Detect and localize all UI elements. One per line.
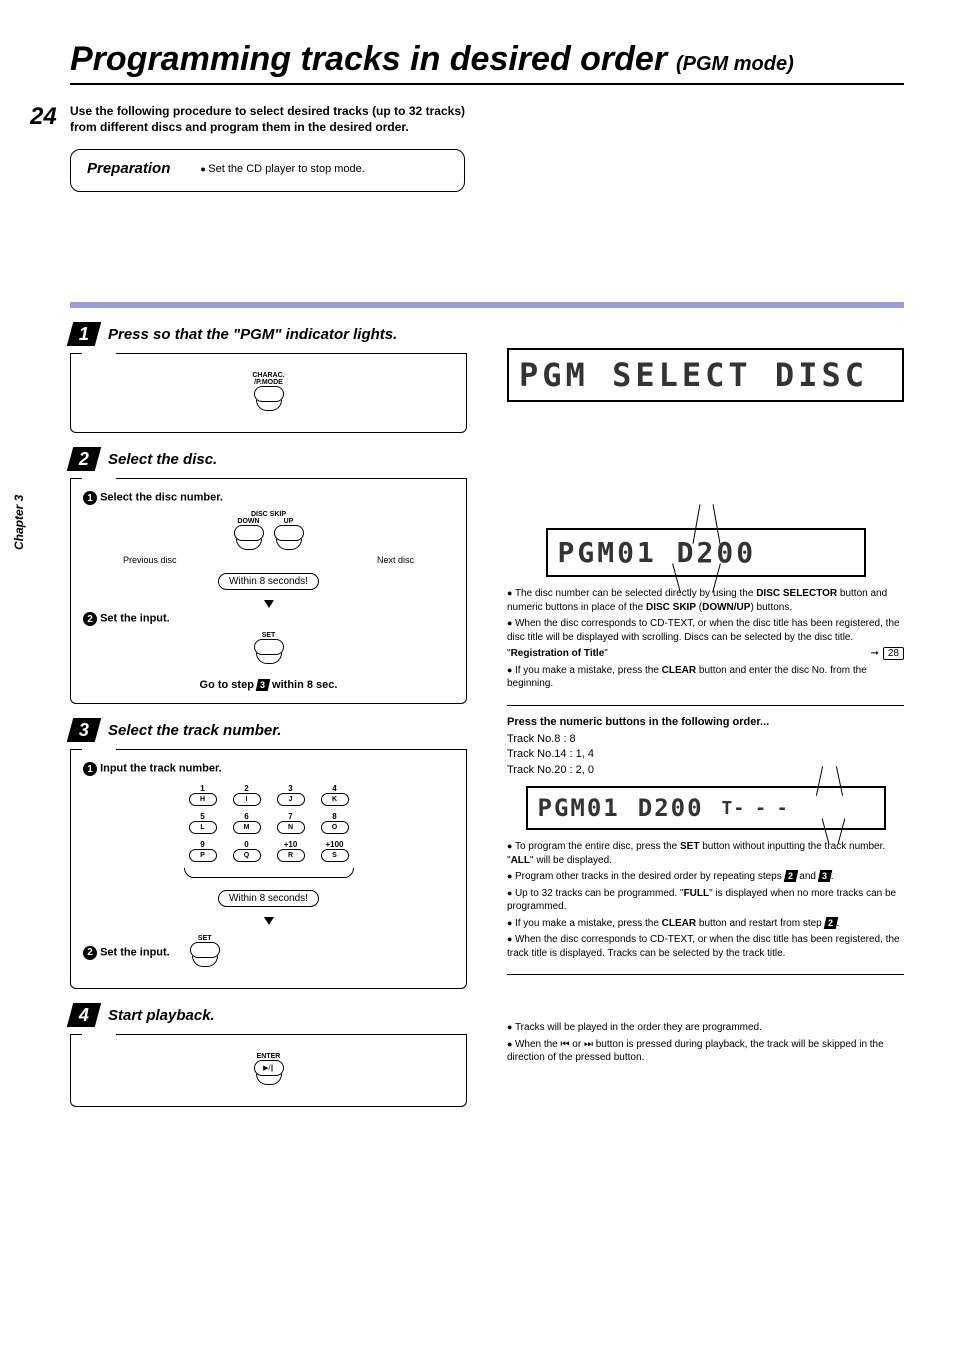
step-3-title: Select the track number.	[108, 722, 281, 739]
lcd-display-3: PGM01 D200 T- - -	[526, 786, 886, 830]
step-2-panel: 1 Select the disc number. DISC SKIP DOWN…	[70, 479, 467, 704]
page-ref-arrow: ➞28	[870, 647, 904, 661]
step-3-panel: 1 Input the track number. 1H 2I 3J 4K 5L 6M 7N…	[70, 750, 467, 989]
set-button-label-1: SET	[262, 632, 276, 639]
title-main: Programming tracks in desired order	[70, 40, 667, 78]
numeric-key-+100[interactable]: +100S	[318, 840, 352, 862]
step-2-sub2: Set the input.	[100, 613, 170, 625]
lcd-text-1: PGM SELECT DISC	[519, 356, 892, 394]
disc-skip-down-button[interactable]	[234, 525, 264, 541]
step-4-header: 4 Start playback.	[70, 1003, 467, 1027]
note-4-1: Tracks will be played in the order they …	[507, 1021, 904, 1035]
within-8s-note-1: Within 8 seconds!	[218, 573, 319, 590]
track-example-line: Track No.8 : 8	[507, 732, 904, 747]
step-2-notes: The disc number can be selected directly…	[507, 587, 904, 691]
numeric-key-0[interactable]: 0Q	[230, 840, 264, 862]
preparation-body: Set the CD player to stop mode.	[200, 163, 364, 175]
divider-1	[507, 705, 904, 706]
step-4-number: 4	[67, 1003, 101, 1027]
step-2-sub1: Select the disc number.	[100, 492, 223, 504]
divider-2	[507, 974, 904, 975]
lcd-display-1: PGM SELECT DISC	[507, 348, 904, 402]
set-button-2[interactable]	[190, 942, 220, 958]
lcd-text-3a: PGM01	[538, 794, 620, 822]
title-sub: (PGM mode)	[676, 53, 794, 75]
charac-pmode-button[interactable]	[254, 386, 284, 402]
next-disc-label: Next disc	[377, 555, 414, 565]
note-3-2: Program other tracks in the desired orde…	[515, 871, 834, 882]
preparation-title: Preparation	[87, 160, 170, 177]
arrow-down-icon-2	[264, 917, 274, 925]
note-2-1: The disc number can be selected directly…	[507, 588, 887, 613]
page-title: Programming tracks in desired order (PGM…	[70, 40, 904, 85]
page-number: 24	[30, 103, 70, 131]
disc-skip-down-label: DOWN	[237, 518, 259, 525]
press-numeric-title: Press the numeric buttons in the followi…	[507, 716, 904, 728]
numeric-keypad: 1H 2I 3J 4K 5L 6M 7N 8O 9P 0Q +10R +100S	[83, 784, 454, 862]
numeric-key-6[interactable]: 6M	[230, 812, 264, 834]
arrow-down-icon	[264, 600, 274, 608]
intro-paragraph: Use the following procedure to select de…	[70, 103, 465, 135]
substep-1-badge: 1	[83, 491, 97, 505]
disc-skip-up-label: UP	[284, 518, 294, 525]
step-3-sub2: Set the input.	[100, 946, 170, 958]
step-4-title: Start playback.	[108, 1007, 215, 1024]
note-4-2: When the ⏮ or ⏭ button is pressed during…	[507, 1039, 884, 1064]
lcd-text-2: PGM01 D200	[558, 536, 854, 569]
note-2-2: When the disc corresponds to CD-TEXT, or…	[507, 618, 900, 643]
note-3-4: If you make a mistake, press the CLEAR b…	[515, 918, 839, 929]
preparation-box: Preparation Set the CD player to stop mo…	[70, 149, 465, 192]
step-1-header: 1 Press so that the "PGM" indicator ligh…	[70, 322, 467, 346]
numeric-key-5[interactable]: 5L	[186, 812, 220, 834]
numeric-key-3[interactable]: 3J	[274, 784, 308, 806]
track-example-line: Track No.14 : 1, 4	[507, 747, 904, 762]
charac-pmode-label: CHARAC. /P.MODE	[252, 372, 284, 386]
step-1-number: 1	[67, 322, 101, 346]
note-3-5: When the disc corresponds to CD-TEXT, or…	[507, 934, 900, 959]
numeric-key-9[interactable]: 9P	[186, 840, 220, 862]
disc-skip-up-button[interactable]	[274, 525, 304, 541]
step-3-number: 3	[67, 718, 101, 742]
disc-skip-group-label: DISC SKIP	[83, 511, 454, 518]
note-3-1: To program the entire disc, press the SE…	[507, 841, 885, 866]
enter-play-button[interactable]: ▶/∥	[254, 1060, 284, 1076]
note-2-4: If you make a mistake, press the CLEAR b…	[507, 665, 867, 690]
step-1-title: Press so that the "PGM" indicator lights…	[108, 326, 397, 343]
step-2-number: 2	[67, 447, 101, 471]
track-example-line: Track No.20 : 2, 0	[507, 763, 904, 778]
substep-2-badge: 2	[83, 612, 97, 626]
registration-title-ref: "Registration of Title"	[507, 647, 608, 661]
set-button-1[interactable]	[254, 639, 284, 655]
numeric-key-8[interactable]: 8O	[318, 812, 352, 834]
previous-disc-label: Previous disc	[123, 555, 177, 565]
lcd-display-2: PGM01 D200	[546, 528, 866, 577]
step-3-sub1: Input the track number.	[100, 763, 222, 775]
accent-bar	[70, 302, 904, 308]
numeric-key-1[interactable]: 1H	[186, 784, 220, 806]
step-2-header: 2 Select the disc.	[70, 447, 467, 471]
step-3-notes: To program the entire disc, press the SE…	[507, 840, 904, 960]
numeric-key-+10[interactable]: +10R	[274, 840, 308, 862]
set-button-label-2: SET	[198, 935, 212, 942]
track-number-examples: Track No.8 : 8Track No.14 : 1, 4Track No…	[507, 732, 904, 778]
enter-button-label: ENTER	[257, 1053, 281, 1060]
substep-2-badge-b: 2	[83, 946, 97, 960]
step-4-panel: ENTER ▶/∥	[70, 1035, 467, 1107]
note-3-3: Up to 32 tracks can be programmed. "FULL…	[507, 888, 896, 913]
within-8s-note-2: Within 8 seconds!	[218, 890, 319, 907]
chapter-side-label: Chapter 3	[12, 495, 26, 550]
step-1-panel: CHARAC. /P.MODE	[70, 354, 467, 433]
numeric-key-2[interactable]: 2I	[230, 784, 264, 806]
numeric-key-7[interactable]: 7N	[274, 812, 308, 834]
step-3-header: 3 Select the track number.	[70, 718, 467, 742]
lcd-text-3c: T- - -	[722, 798, 788, 819]
go-to-step-3-note: Go to step 3 within 8 sec.	[83, 679, 454, 691]
numeric-key-4[interactable]: 4K	[318, 784, 352, 806]
substep-1-badge-b: 1	[83, 762, 97, 776]
lcd-text-3b: D200	[638, 794, 704, 822]
step-4-notes: Tracks will be played in the order they …	[507, 1021, 904, 1065]
step-2-title: Select the disc.	[108, 451, 217, 468]
